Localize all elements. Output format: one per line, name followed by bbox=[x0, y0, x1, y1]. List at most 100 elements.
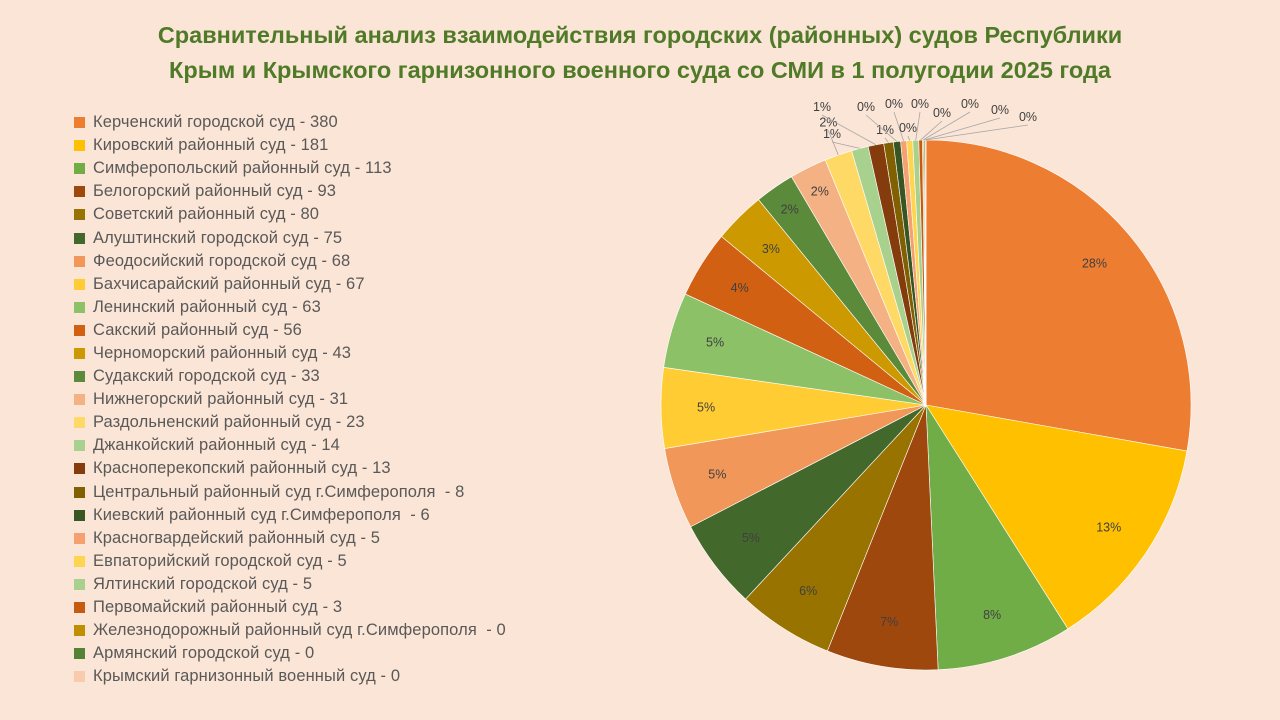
pie-leader-line bbox=[884, 137, 889, 143]
legend-swatch bbox=[74, 671, 85, 683]
legend-swatch bbox=[74, 625, 85, 637]
pie-slice-label: 28% bbox=[1082, 257, 1107, 271]
legend-item: Керченский городской суд - 380 bbox=[70, 111, 506, 134]
legend-label: Центральный районный суд г.Симферополя -… bbox=[93, 482, 465, 501]
legend-label: Киевский районный суд г.Симферополя - 6 bbox=[93, 505, 430, 524]
legend-label: Красноперекопский районный суд - 13 bbox=[93, 459, 391, 478]
legend-swatch bbox=[74, 417, 85, 429]
legend-item: Черноморский районный суд - 43 bbox=[70, 342, 506, 365]
legend-label: Бахчисарайский районный суд - 67 bbox=[93, 274, 365, 293]
legend-swatch bbox=[74, 255, 85, 267]
legend-swatch bbox=[74, 509, 85, 521]
legend-label: Армянский городской суд - 0 bbox=[93, 644, 315, 663]
pie-leader-line bbox=[925, 124, 1029, 141]
legend-swatch bbox=[74, 555, 85, 567]
legend-swatch bbox=[74, 602, 85, 614]
legend-swatch bbox=[74, 117, 85, 129]
legend-swatch bbox=[74, 324, 85, 336]
pie-slice-label: 2% bbox=[781, 202, 799, 216]
pie-slice bbox=[925, 139, 1192, 452]
legend-item: Бахчисарайский районный суд - 67 bbox=[70, 273, 506, 296]
pie-slice bbox=[826, 404, 939, 671]
legend-swatch bbox=[74, 232, 85, 244]
chart-title-line-2: Крым и Крымского гарнизонного военного с… bbox=[169, 57, 1111, 83]
pie-slice-label: 6% bbox=[799, 584, 817, 598]
legend-item: Армянский городской суд - 0 bbox=[70, 642, 506, 665]
legend-label: Сакский районный суд - 56 bbox=[93, 320, 302, 339]
pie-leader-line bbox=[922, 111, 971, 141]
legend-item: Джанкойский районный суд - 14 bbox=[70, 434, 506, 457]
pie-slice-label: 1% bbox=[876, 123, 894, 137]
legend-label: Раздольненский районный суд - 23 bbox=[93, 413, 365, 432]
pie-slice bbox=[925, 403, 1069, 671]
legend-label: Крымский гарнизонный военный суд - 0 bbox=[93, 667, 401, 686]
legend-swatch bbox=[74, 463, 85, 475]
legend-swatch bbox=[74, 140, 85, 152]
legend-item: Крымский гарнизонный военный суд - 0 bbox=[70, 665, 506, 688]
legend-item: Первомайский районный суд - 3 bbox=[70, 596, 506, 619]
pie-leader-line bbox=[920, 120, 943, 141]
legend-label: Симферопольский районный суд - 113 bbox=[93, 159, 392, 178]
pie-leader-line bbox=[865, 114, 898, 142]
pie-leader-line bbox=[831, 141, 860, 149]
legend-label: Советский районный суд - 80 bbox=[93, 205, 320, 224]
legend-item: Красногвардейский районный суд - 5 bbox=[70, 527, 506, 550]
legend-item: Центральный районный суд г.Симферополя -… bbox=[70, 481, 506, 504]
pie-slice-label: 1% bbox=[823, 127, 841, 141]
legend-item: Кировский районный суд - 181 bbox=[70, 134, 506, 157]
legend-swatch bbox=[74, 532, 85, 544]
legend-label: Евпаторийский городской суд - 5 bbox=[93, 551, 347, 570]
pie-slice-label: 0% bbox=[911, 97, 929, 111]
legend-label: Нижнегорский районный суд - 31 bbox=[93, 390, 349, 409]
pie-slice-label: 4% bbox=[731, 281, 749, 295]
legend-swatch bbox=[74, 648, 85, 660]
legend-swatch bbox=[74, 278, 85, 290]
legend-swatch bbox=[74, 371, 85, 383]
legend-item: Железнодорожный районный суд г.Симферопо… bbox=[70, 619, 506, 642]
legend-item: Алуштинский городской суд - 75 bbox=[70, 226, 506, 249]
pie-slice-label: 3% bbox=[762, 242, 780, 256]
legend-swatch bbox=[74, 301, 85, 313]
pie-slice-label: 7% bbox=[880, 615, 898, 629]
legend-swatch bbox=[74, 440, 85, 452]
legend-label: Ленинский районный суд - 63 bbox=[93, 297, 321, 316]
legend-item: Феодосийский городской суд - 68 bbox=[70, 250, 506, 273]
pie-slice-label: 0% bbox=[1019, 110, 1037, 124]
legend-label: Алуштинский городской суд - 75 bbox=[93, 228, 343, 247]
pie-slice-label: 1% bbox=[813, 100, 831, 114]
pie-slice-label: 2% bbox=[811, 184, 829, 198]
pie-slice-label: 5% bbox=[742, 531, 760, 545]
legend-label: Первомайский районный суд - 3 bbox=[93, 598, 343, 617]
legend-item: Красноперекопский районный суд - 13 bbox=[70, 457, 506, 480]
pie-leader-line bbox=[924, 117, 1001, 141]
legend-item: Советский районный суд - 80 bbox=[70, 203, 506, 226]
pie-leader-line bbox=[907, 135, 911, 141]
legend-item: Белогорский районный суд - 93 bbox=[70, 180, 506, 203]
pie-slice-label: 5% bbox=[706, 336, 724, 350]
legend-swatch bbox=[74, 163, 85, 175]
legend-swatch bbox=[74, 186, 85, 198]
legend-item: Киевский районный суд г.Симферополя - 6 bbox=[70, 504, 506, 527]
pie-slice-label: 2% bbox=[819, 116, 837, 130]
pie-slice-label: 0% bbox=[885, 97, 903, 111]
legend-label: Железнодорожный районный суд г.Симферопо… bbox=[93, 621, 506, 640]
legend-swatch bbox=[74, 486, 85, 498]
legend-item: Евпаторийский городской суд - 5 bbox=[70, 550, 506, 573]
pie-leader-line bbox=[893, 111, 904, 142]
pie-leader-line bbox=[915, 111, 921, 141]
pie-slice bbox=[925, 404, 1188, 630]
legend-swatch bbox=[74, 347, 85, 359]
legend-item: Нижнегорский районный суд - 31 bbox=[70, 388, 506, 411]
legend-label: Феодосийский городской суд - 68 bbox=[93, 251, 351, 270]
pie-slice-label: 5% bbox=[708, 467, 726, 481]
legend-label: Кировский районный суд - 181 bbox=[93, 136, 329, 155]
pie-slice-label: 0% bbox=[991, 103, 1009, 117]
pie-slice-label: 5% bbox=[697, 400, 715, 414]
legend-swatch bbox=[74, 209, 85, 221]
pie-slice-label: 13% bbox=[1096, 520, 1121, 534]
pie-leader-line bbox=[821, 114, 877, 146]
legend-label: Белогорский районный суд - 93 bbox=[93, 182, 337, 201]
legend-swatch bbox=[74, 578, 85, 590]
chart-legend: Керченский городской суд - 380 Кировский … bbox=[70, 111, 506, 688]
